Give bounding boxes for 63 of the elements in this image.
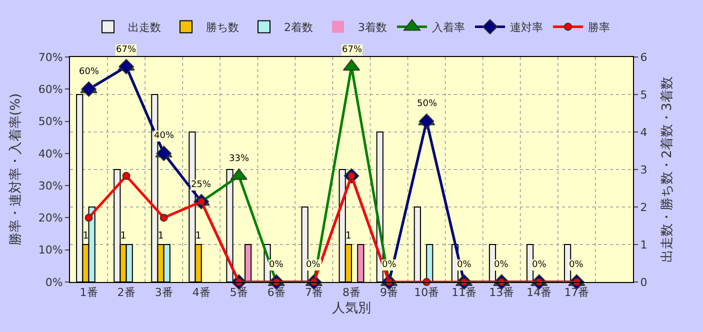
data-label: 67% <box>342 45 362 55</box>
data-label: 40% <box>154 131 174 141</box>
legend-label: 入着率 <box>432 21 465 34</box>
y-tick-label: 30% <box>38 179 63 192</box>
y2-tick-label: 1 <box>640 238 648 252</box>
data-label: 0% <box>532 260 547 270</box>
x-tick-label: 2番 <box>117 286 136 300</box>
data-label: 0% <box>494 260 509 270</box>
data-label: 60% <box>79 67 100 77</box>
data-label: 67% <box>116 45 136 55</box>
x-tick-label: 10番 <box>414 286 440 300</box>
y-axis-title: 勝率・連対率・入着率(%) <box>7 93 24 246</box>
y-tick-label: 20% <box>38 212 63 225</box>
data-label: 0% <box>569 260 584 270</box>
legend-label: 3着数 <box>358 21 387 34</box>
y2-axis-title: 出走数・勝ち数・2着数・3着数 <box>658 76 675 262</box>
y-tick-label: 60% <box>38 82 63 96</box>
point <box>81 81 96 97</box>
data-label: 50% <box>417 99 438 109</box>
x-tick-label: 7番 <box>304 286 323 300</box>
x-axis-title: 人気別 <box>332 300 371 316</box>
y-tick-label: 70% <box>38 50 63 64</box>
x-tick-label: 13番 <box>489 286 514 300</box>
x-tick-label: 9番 <box>380 286 398 300</box>
legend-label: 勝率 <box>588 21 610 34</box>
y2-tick-label: 5 <box>640 88 648 102</box>
legend-label: 出走数 <box>128 21 161 34</box>
data-label: 0% <box>382 260 397 270</box>
y2-tick-label: 3 <box>640 163 648 176</box>
y2-tick-label: 2 <box>640 200 648 214</box>
y2-tick-label: 4 <box>640 126 648 139</box>
x-tick-label: 8番 <box>342 286 360 300</box>
data-label: 1 <box>158 230 164 242</box>
point <box>84 214 93 222</box>
data-label: 33% <box>229 154 250 164</box>
point <box>418 114 434 129</box>
legend-label: 連対率 <box>510 21 543 34</box>
data-label: 25% <box>191 180 212 190</box>
y-tick-label: 0% <box>45 276 63 289</box>
data-label: 0% <box>306 260 321 270</box>
x-tick-label: 5番 <box>230 286 248 300</box>
x-tick-label: 4番 <box>192 286 210 300</box>
y-tick-label: 40% <box>38 147 63 160</box>
data-label: 0% <box>457 260 472 270</box>
legend-label: 勝ち数 <box>206 21 239 34</box>
x-tick-label: 14番 <box>526 286 552 300</box>
x-tick-label: 11番 <box>452 286 477 300</box>
data-label: 1 <box>345 230 352 242</box>
y-tick-label: 10% <box>38 244 63 257</box>
point <box>122 172 130 180</box>
y2-tick-label: 0 <box>640 276 648 289</box>
point <box>160 214 168 222</box>
x-tick-label: 6番 <box>267 286 286 300</box>
legend-label: 2着数 <box>284 21 313 34</box>
point <box>118 58 134 74</box>
x-tick-label: 1番 <box>80 286 98 300</box>
data-label: 1 <box>120 230 126 242</box>
data-label: 0% <box>269 260 284 270</box>
y2-tick-label: 6 <box>640 50 648 64</box>
y-tick-label: 50% <box>38 115 63 128</box>
data-label: 1 <box>82 230 89 242</box>
x-tick-label: 3番 <box>154 286 173 300</box>
data-label: 1 <box>195 230 202 242</box>
